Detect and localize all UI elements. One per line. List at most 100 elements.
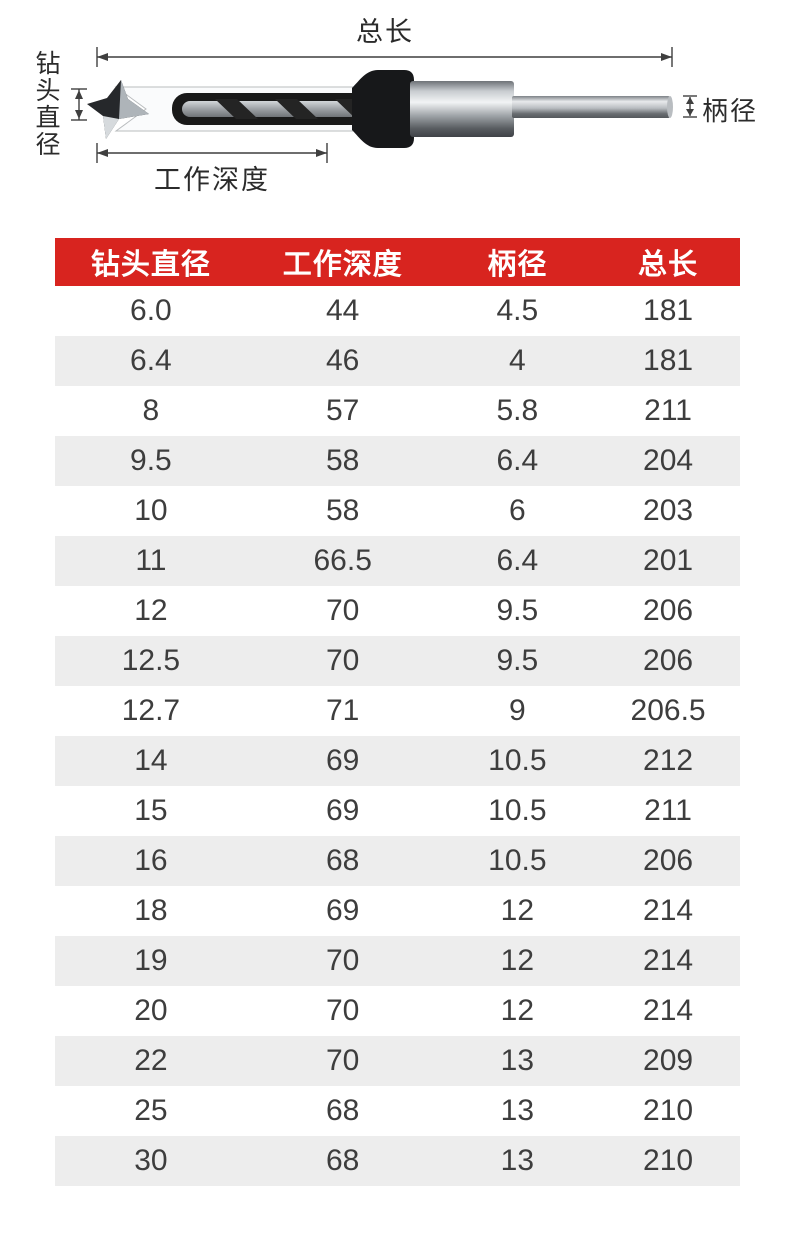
drill-bit-illustration <box>71 47 697 163</box>
table-cell: 6.4 <box>130 344 172 377</box>
table-cell: 68 <box>326 844 360 877</box>
table-row: 20 70 12 214 <box>55 986 740 1036</box>
table-cell: 66.5 <box>313 544 372 577</box>
table-cell: 206 <box>643 644 694 677</box>
table-cell: 206.5 <box>630 694 706 727</box>
bit-diameter-label: 钻头直径 <box>32 50 60 158</box>
table-cell: 58 <box>326 494 360 527</box>
table-cell: 9.5 <box>496 644 539 677</box>
table-row: 10 58 6 203 <box>55 486 740 536</box>
total-length-label: 总长 <box>356 17 414 47</box>
table-cell: 214 <box>643 994 694 1027</box>
table-cell: 12 <box>500 894 535 927</box>
table-cell: 214 <box>643 944 694 977</box>
table-cell: 70 <box>326 1044 360 1077</box>
table-cell: 57 <box>326 394 360 427</box>
collar <box>352 70 414 148</box>
table-row: 30 68 13 210 <box>55 1136 740 1186</box>
table-cell: 6.4 <box>496 544 539 577</box>
shank-diameter-dimension-line <box>683 95 697 118</box>
column-header: 总长 <box>638 249 699 281</box>
table-cell: 20 <box>134 994 168 1027</box>
table-cell: 6.4 <box>496 444 539 477</box>
cutter-tip <box>87 80 149 139</box>
table-cell: 204 <box>643 444 694 477</box>
table-cell: 5.8 <box>496 394 539 427</box>
table-cell: 211 <box>644 794 692 827</box>
table-cell: 25 <box>134 1094 168 1127</box>
table-cell: 69 <box>326 744 360 777</box>
shank-end <box>667 96 673 118</box>
working-depth-label: 工作深度 <box>154 165 270 195</box>
table-cell: 18 <box>134 894 168 927</box>
table-cell: 14 <box>134 744 168 777</box>
shank <box>512 96 670 118</box>
table-cell: 10.5 <box>488 844 547 877</box>
table-cell: 203 <box>643 494 694 527</box>
table-cell: 12.5 <box>121 644 181 677</box>
table-cell: 181 <box>643 294 694 327</box>
table-row: 12.5 70 9.5 206 <box>55 636 740 686</box>
table-cell: 9 <box>509 694 526 727</box>
shank-diameter-label: 柄径 <box>702 96 759 126</box>
table-cell: 206 <box>643 844 694 877</box>
table-row: 15 69 10.5 211 <box>55 786 740 836</box>
drill-bit-diagram: 总长 钻头直径 工作深度 柄径 <box>0 0 790 215</box>
table-row: 8 57 5.8 211 <box>55 386 740 436</box>
table-cell: 6.0 <box>130 294 172 327</box>
column-header: 工作深度 <box>282 249 403 281</box>
table-cell: 19 <box>134 944 168 977</box>
table-row: 16 68 10.5 206 <box>55 836 740 886</box>
spec-table-body: 6.0 44 4.5 181 6.4 46 4 181 8 57 5.8 211 9.5 58 6.4 204… <box>55 286 740 1186</box>
table-cell: 68 <box>326 1144 360 1177</box>
table-cell: 68 <box>326 1094 360 1127</box>
table-cell: 13 <box>500 1094 535 1127</box>
table-cell: 71 <box>326 694 360 727</box>
table-row: 25 68 13 210 <box>55 1086 740 1136</box>
table-cell: 10 <box>134 494 168 527</box>
table-cell: 4 <box>509 344 526 377</box>
working-depth-dimension-line <box>96 143 328 163</box>
table-cell: 70 <box>326 994 360 1027</box>
column-header: 柄径 <box>487 249 548 281</box>
table-cell: 4.5 <box>496 294 539 327</box>
table-cell: 15 <box>134 794 168 827</box>
spec-table: 钻头直径 工作深度 柄径 总长 6.0 44 4.5 181 6.4 46 4 181 8 57 5.8 2… <box>55 238 740 1186</box>
table-cell: 69 <box>326 794 360 827</box>
table-cell: 9.5 <box>496 594 539 627</box>
table-cell: 12 <box>500 944 535 977</box>
table-cell: 70 <box>326 594 360 627</box>
table-row: 6.4 46 4 181 <box>55 336 740 386</box>
table-cell: 44 <box>326 294 360 327</box>
table-cell: 6 <box>509 494 526 527</box>
table-cell: 22 <box>134 1044 168 1077</box>
table-cell: 10.5 <box>488 744 547 777</box>
table-cell: 8 <box>142 394 160 427</box>
table-row: 11 66.5 6.4 201 <box>55 536 740 586</box>
table-cell: 12 <box>134 594 168 627</box>
total-length-dimension-line <box>96 47 673 67</box>
table-row: 12.7 71 9 206.5 <box>55 686 740 736</box>
table-row: 14 69 10.5 212 <box>55 736 740 786</box>
table-row: 6.0 44 4.5 181 <box>55 286 740 336</box>
table-row: 12 70 9.5 206 <box>55 586 740 636</box>
table-cell: 16 <box>134 844 168 877</box>
table-cell: 211 <box>644 394 692 427</box>
table-cell: 46 <box>326 344 360 377</box>
table-cell: 206 <box>643 594 694 627</box>
table-cell: 70 <box>326 944 360 977</box>
table-cell: 13 <box>500 1144 535 1177</box>
table-cell: 181 <box>643 344 694 377</box>
table-cell: 11 <box>135 544 167 577</box>
table-cell: 210 <box>643 1094 694 1127</box>
table-cell: 201 <box>643 544 694 577</box>
table-cell: 13 <box>500 1044 535 1077</box>
table-cell: 69 <box>326 894 360 927</box>
table-cell: 9.5 <box>130 444 172 477</box>
table-cell: 30 <box>134 1144 168 1177</box>
column-header: 钻头直径 <box>90 249 211 281</box>
table-cell: 70 <box>326 644 360 677</box>
table-row: 22 70 13 209 <box>55 1036 740 1086</box>
table-row: 19 70 12 214 <box>55 936 740 986</box>
